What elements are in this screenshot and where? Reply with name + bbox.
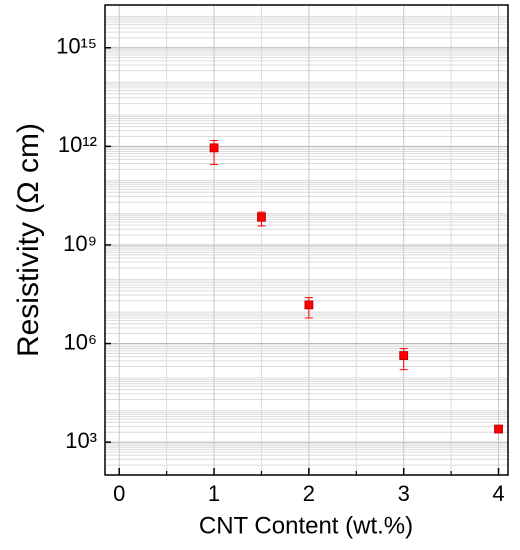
data-point	[304, 300, 314, 310]
x-tick-label: 1	[208, 481, 220, 506]
data-point	[494, 424, 503, 434]
x-tick-label: 0	[113, 481, 125, 506]
data-point	[209, 143, 219, 153]
x-tick-label: 2	[303, 481, 315, 506]
x-tick-label: 4	[492, 481, 504, 506]
data-point	[399, 351, 409, 360]
x-tick-label: 3	[398, 481, 410, 506]
y-tick-label: 10³	[65, 428, 97, 453]
plot-frame	[104, 4, 509, 476]
data-point	[257, 212, 266, 222]
y-tick-label: 10⁶	[63, 329, 97, 354]
y-tick-label: 10¹⁵	[56, 34, 97, 59]
y-axis-label: Resistivity (Ω cm)	[12, 123, 45, 357]
y-tick-label: 10¹²	[58, 132, 97, 157]
x-axis-label: CNT Content (wt.%)	[199, 512, 413, 539]
y-tick-label: 10⁹	[63, 231, 97, 256]
